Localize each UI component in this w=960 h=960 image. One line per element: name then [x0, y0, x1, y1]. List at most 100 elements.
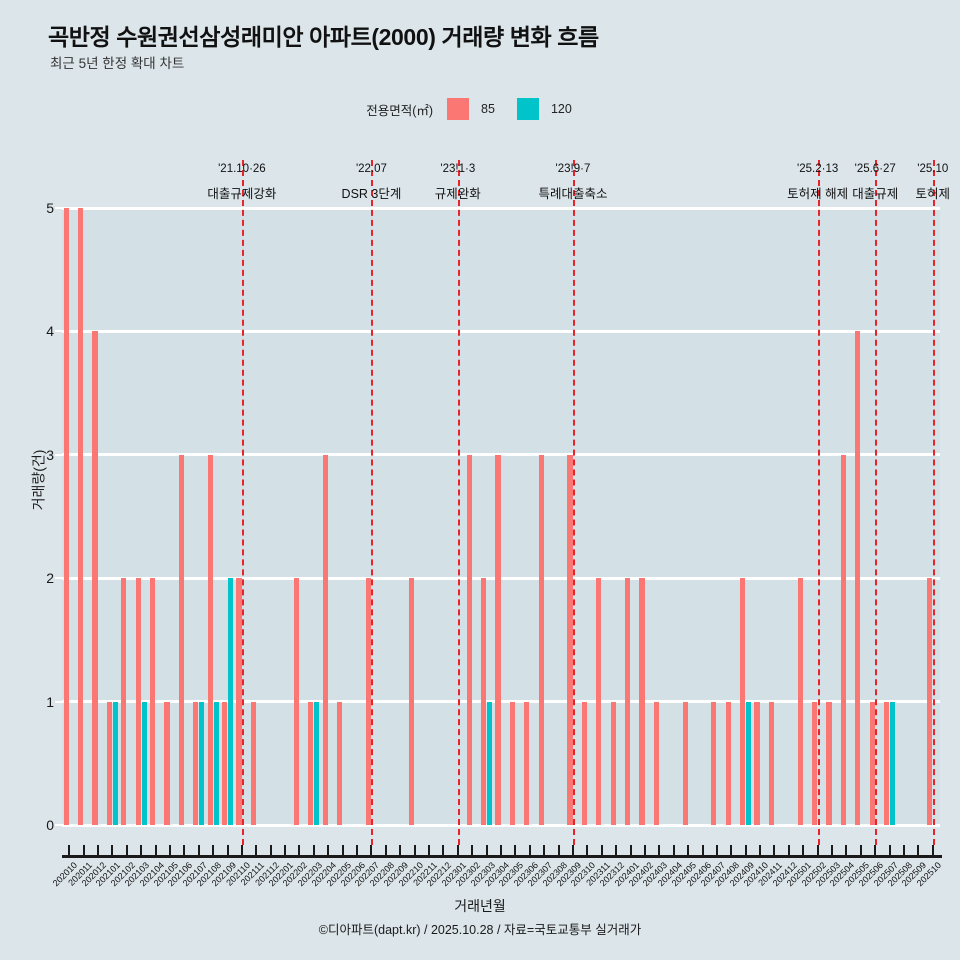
bar-85[interactable] — [610, 701, 616, 825]
bar-85[interactable] — [884, 701, 890, 825]
x-axis-tick-mark — [341, 845, 344, 857]
x-axis-tick-mark — [327, 845, 330, 857]
bar-85[interactable] — [466, 454, 472, 825]
plot-area — [62, 206, 940, 827]
x-axis-tick-mark — [226, 845, 229, 857]
bar-120[interactable] — [487, 701, 493, 825]
x-axis-tick-mark — [658, 845, 661, 857]
bar-85[interactable] — [754, 701, 760, 825]
bar-85[interactable] — [149, 578, 156, 825]
x-axis-tick-mark — [399, 845, 402, 857]
bar-85[interactable] — [711, 701, 717, 825]
bar-85[interactable] — [927, 578, 933, 825]
bar-85[interactable] — [826, 701, 832, 825]
bar-85[interactable] — [682, 701, 688, 825]
event-marker-line — [932, 160, 935, 845]
x-axis-tick-mark — [255, 845, 258, 857]
bar-85[interactable] — [207, 454, 213, 825]
x-axis-tick-mark — [485, 845, 488, 857]
x-axis-tick-mark — [111, 845, 114, 857]
x-axis-tick-mark — [312, 845, 315, 857]
bar-85[interactable] — [178, 454, 184, 825]
bar-85[interactable] — [812, 701, 818, 825]
x-axis-tick-mark — [471, 845, 474, 857]
gridline — [62, 206, 940, 210]
x-axis-tick-mark — [931, 845, 934, 857]
x-axis-tick-mark — [212, 845, 215, 857]
bar-120[interactable] — [199, 701, 205, 825]
y-axis-tick-mark — [55, 207, 62, 209]
event-marker-name: DSR 3단계 — [341, 187, 402, 201]
bar-120[interactable] — [314, 701, 320, 825]
event-marker-line — [572, 160, 575, 845]
bar-85[interactable] — [409, 578, 415, 825]
bar-85[interactable] — [365, 578, 372, 825]
x-axis-tick-mark — [586, 845, 589, 857]
event-marker-date: '25.6·27 — [854, 163, 896, 175]
bar-85[interactable] — [481, 578, 487, 825]
bar-85[interactable] — [639, 578, 645, 825]
x-axis-tick-mark — [600, 845, 603, 857]
bar-120[interactable] — [746, 701, 752, 825]
bar-85[interactable] — [797, 578, 803, 825]
bar-85[interactable] — [322, 454, 328, 825]
bar-85[interactable] — [624, 578, 631, 825]
bar-85[interactable] — [77, 208, 84, 825]
bar-85[interactable] — [236, 578, 242, 825]
event-marker-name: 대출규제 — [852, 187, 899, 201]
bar-85[interactable] — [567, 454, 573, 825]
bar-85[interactable] — [524, 701, 530, 825]
bar-120[interactable] — [890, 701, 896, 825]
x-axis-tick-mark — [888, 845, 891, 857]
bar-85[interactable] — [293, 578, 300, 825]
bar-85[interactable] — [121, 578, 127, 825]
x-axis-tick-mark — [687, 845, 690, 857]
bar-85[interactable] — [164, 701, 170, 825]
bar-120[interactable] — [227, 578, 234, 825]
bar-85[interactable] — [538, 454, 544, 825]
bar-85[interactable] — [509, 701, 515, 825]
legend-item-85[interactable]: 85 — [447, 98, 495, 120]
bar-85[interactable] — [250, 701, 256, 825]
x-axis-tick-mark — [571, 845, 574, 857]
y-axis-tick-label: 2 — [46, 570, 54, 587]
bar-85[interactable] — [63, 208, 69, 825]
bar-85[interactable] — [840, 454, 847, 825]
y-axis-tick-mark — [55, 824, 62, 826]
chart-legend: 전용면적(㎡) 85 120 — [0, 98, 960, 120]
x-axis-tick-mark — [68, 845, 71, 857]
bar-85[interactable] — [92, 331, 98, 825]
y-axis-tick-label: 4 — [46, 323, 54, 340]
bar-85[interactable] — [308, 701, 314, 825]
bar-85[interactable] — [869, 701, 875, 825]
bar-85[interactable] — [221, 701, 228, 825]
y-axis-tick-mark — [55, 700, 62, 703]
x-axis-tick-mark — [384, 845, 387, 857]
event-marker-line — [875, 160, 878, 845]
bar-85[interactable] — [596, 578, 602, 825]
bar-85[interactable] — [653, 701, 659, 825]
gridline — [62, 823, 940, 827]
bar-85[interactable] — [193, 701, 199, 825]
footer-credit: ©디아파트(dapt.kr) / 2025.10.28 / 자료=국토교통부 실… — [318, 923, 642, 937]
bar-85[interactable] — [725, 701, 731, 825]
x-axis-tick-mark — [82, 845, 85, 857]
bar-85[interactable] — [581, 701, 587, 825]
legend-item-120[interactable]: 120 — [516, 98, 572, 120]
x-axis-title: 거래년월 — [454, 898, 506, 914]
bar-120[interactable] — [112, 701, 118, 825]
bar-120[interactable] — [213, 701, 219, 825]
bar-85[interactable] — [337, 701, 343, 825]
x-axis-tick-mark — [500, 845, 502, 857]
bar-120[interactable] — [141, 701, 147, 825]
bar-85[interactable] — [135, 578, 141, 825]
bar-85[interactable] — [740, 578, 746, 825]
x-axis-tick-mark — [845, 845, 848, 857]
x-axis-tick-mark — [744, 845, 747, 857]
bar-85[interactable] — [855, 331, 861, 825]
event-marker-name: 규제완화 — [434, 187, 481, 201]
bar-85[interactable] — [106, 701, 112, 825]
bar-85[interactable] — [495, 454, 501, 825]
x-axis-tick-mark — [643, 845, 646, 857]
bar-85[interactable] — [768, 701, 775, 825]
